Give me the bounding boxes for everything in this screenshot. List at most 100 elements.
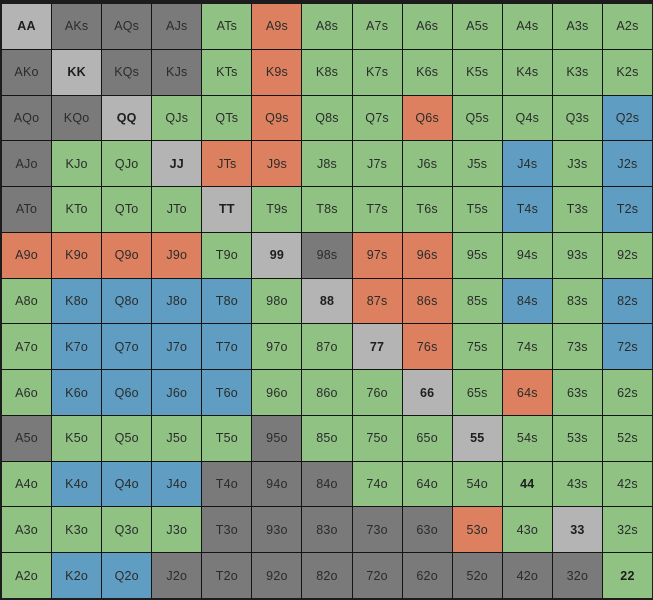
hand-cell-T9s[interactable]: T9s: [252, 187, 302, 232]
hand-cell-98s[interactable]: 98s: [302, 232, 352, 278]
hand-cell-86o[interactable]: 86o: [302, 370, 352, 415]
hand-cell-84s[interactable]: 84s: [502, 278, 552, 324]
hand-cell-J4o[interactable]: J4o: [152, 461, 202, 507]
hand-cell-A5o[interactable]: A5o: [2, 415, 52, 461]
hand-cell-T6o[interactable]: T6o: [202, 370, 252, 415]
hand-cell-T4s[interactable]: T4s: [502, 187, 552, 232]
hand-cell-97o[interactable]: 97o: [252, 324, 302, 370]
hand-cell-Q2o[interactable]: Q2o: [102, 553, 152, 598]
hand-cell-62o[interactable]: 62o: [402, 553, 452, 598]
hand-cell-95s[interactable]: 95s: [452, 232, 502, 278]
hand-cell-QJo[interactable]: QJo: [102, 141, 152, 187]
hand-cell-K7s[interactable]: K7s: [352, 49, 402, 95]
hand-cell-54s[interactable]: 54s: [502, 415, 552, 461]
hand-cell-A9o[interactable]: A9o: [2, 232, 52, 278]
hand-cell-T2s[interactable]: T2s: [602, 187, 652, 232]
hand-cell-A4o[interactable]: A4o: [2, 461, 52, 507]
hand-cell-33[interactable]: 33: [552, 507, 602, 553]
hand-cell-Q4o[interactable]: Q4o: [102, 461, 152, 507]
hand-cell-J5o[interactable]: J5o: [152, 415, 202, 461]
hand-cell-83s[interactable]: 83s: [552, 278, 602, 324]
hand-cell-J6s[interactable]: J6s: [402, 141, 452, 187]
hand-cell-66[interactable]: 66: [402, 370, 452, 415]
hand-cell-AJs[interactable]: AJs: [152, 4, 202, 49]
hand-cell-43s[interactable]: 43s: [552, 461, 602, 507]
hand-cell-K2s[interactable]: K2s: [602, 49, 652, 95]
hand-cell-73o[interactable]: 73o: [352, 507, 402, 553]
hand-cell-42s[interactable]: 42s: [602, 461, 652, 507]
hand-cell-65o[interactable]: 65o: [402, 415, 452, 461]
hand-cell-Q6o[interactable]: Q6o: [102, 370, 152, 415]
hand-cell-72s[interactable]: 72s: [602, 324, 652, 370]
hand-cell-22[interactable]: 22: [602, 553, 652, 598]
hand-cell-ATs[interactable]: ATs: [202, 4, 252, 49]
hand-cell-T3o[interactable]: T3o: [202, 507, 252, 553]
hand-cell-A7s[interactable]: A7s: [352, 4, 402, 49]
hand-cell-ATo[interactable]: ATo: [2, 187, 52, 232]
hand-cell-AA[interactable]: AA: [2, 4, 52, 49]
hand-cell-J9s[interactable]: J9s: [252, 141, 302, 187]
hand-cell-AKs[interactable]: AKs: [52, 4, 102, 49]
hand-cell-A2o[interactable]: A2o: [2, 553, 52, 598]
hand-cell-A7o[interactable]: A7o: [2, 324, 52, 370]
hand-cell-A4s[interactable]: A4s: [502, 4, 552, 49]
hand-cell-Q2s[interactable]: Q2s: [602, 95, 652, 141]
hand-cell-A6s[interactable]: A6s: [402, 4, 452, 49]
hand-cell-Q6s[interactable]: Q6s: [402, 95, 452, 141]
hand-cell-64o[interactable]: 64o: [402, 461, 452, 507]
hand-cell-A3o[interactable]: A3o: [2, 507, 52, 553]
hand-cell-T7o[interactable]: T7o: [202, 324, 252, 370]
hand-cell-32s[interactable]: 32s: [602, 507, 652, 553]
hand-cell-J8o[interactable]: J8o: [152, 278, 202, 324]
hand-cell-T8s[interactable]: T8s: [302, 187, 352, 232]
hand-cell-J3s[interactable]: J3s: [552, 141, 602, 187]
hand-cell-T8o[interactable]: T8o: [202, 278, 252, 324]
hand-cell-43o[interactable]: 43o: [502, 507, 552, 553]
hand-cell-44[interactable]: 44: [502, 461, 552, 507]
hand-cell-K9o[interactable]: K9o: [52, 232, 102, 278]
hand-cell-85o[interactable]: 85o: [302, 415, 352, 461]
hand-cell-Q9s[interactable]: Q9s: [252, 95, 302, 141]
hand-cell-65s[interactable]: 65s: [452, 370, 502, 415]
hand-cell-86s[interactable]: 86s: [402, 278, 452, 324]
hand-cell-JTo[interactable]: JTo: [152, 187, 202, 232]
hand-cell-K6o[interactable]: K6o: [52, 370, 102, 415]
hand-cell-AQo[interactable]: AQo: [2, 95, 52, 141]
hand-cell-AQs[interactable]: AQs: [102, 4, 152, 49]
hand-cell-76o[interactable]: 76o: [352, 370, 402, 415]
hand-cell-85s[interactable]: 85s: [452, 278, 502, 324]
hand-cell-K4s[interactable]: K4s: [502, 49, 552, 95]
hand-cell-52o[interactable]: 52o: [452, 553, 502, 598]
hand-cell-96o[interactable]: 96o: [252, 370, 302, 415]
hand-cell-98o[interactable]: 98o: [252, 278, 302, 324]
hand-cell-Q5o[interactable]: Q5o: [102, 415, 152, 461]
hand-cell-T2o[interactable]: T2o: [202, 553, 252, 598]
hand-cell-KTs[interactable]: KTs: [202, 49, 252, 95]
hand-cell-K8o[interactable]: K8o: [52, 278, 102, 324]
hand-cell-83o[interactable]: 83o: [302, 507, 352, 553]
hand-cell-52s[interactable]: 52s: [602, 415, 652, 461]
hand-cell-75s[interactable]: 75s: [452, 324, 502, 370]
hand-cell-53o[interactable]: 53o: [452, 507, 502, 553]
hand-cell-Q9o[interactable]: Q9o: [102, 232, 152, 278]
hand-cell-T4o[interactable]: T4o: [202, 461, 252, 507]
hand-cell-A9s[interactable]: A9s: [252, 4, 302, 49]
hand-cell-63s[interactable]: 63s: [552, 370, 602, 415]
hand-cell-AJo[interactable]: AJo: [2, 141, 52, 187]
hand-cell-JJ[interactable]: JJ: [152, 141, 202, 187]
hand-cell-A8o[interactable]: A8o: [2, 278, 52, 324]
hand-cell-J6o[interactable]: J6o: [152, 370, 202, 415]
hand-cell-T5s[interactable]: T5s: [452, 187, 502, 232]
hand-cell-QJs[interactable]: QJs: [152, 95, 202, 141]
hand-cell-T7s[interactable]: T7s: [352, 187, 402, 232]
hand-cell-KK[interactable]: KK: [52, 49, 102, 95]
hand-cell-K5s[interactable]: K5s: [452, 49, 502, 95]
hand-cell-KQs[interactable]: KQs: [102, 49, 152, 95]
hand-cell-99[interactable]: 99: [252, 232, 302, 278]
hand-cell-JTs[interactable]: JTs: [202, 141, 252, 187]
hand-cell-Q5s[interactable]: Q5s: [452, 95, 502, 141]
hand-cell-A2s[interactable]: A2s: [602, 4, 652, 49]
hand-cell-77[interactable]: 77: [352, 324, 402, 370]
hand-cell-87s[interactable]: 87s: [352, 278, 402, 324]
hand-cell-Q7o[interactable]: Q7o: [102, 324, 152, 370]
